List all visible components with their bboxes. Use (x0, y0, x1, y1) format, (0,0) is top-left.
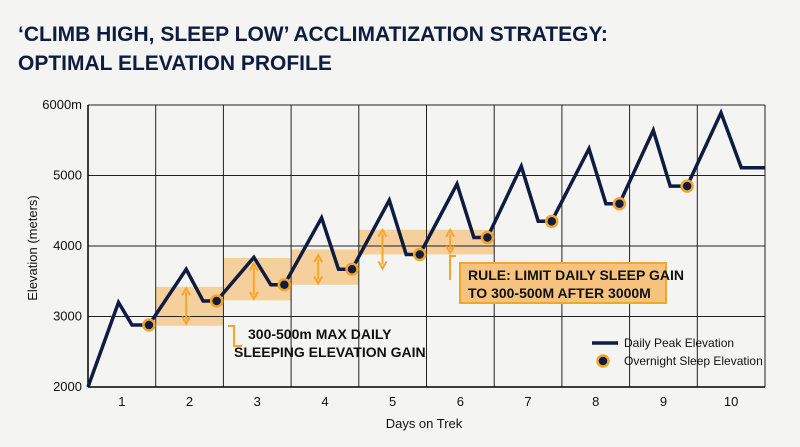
legend-marker-swatch (596, 354, 610, 368)
sleep-marker-7 (544, 214, 559, 229)
y-tick-label-4: 5000 (53, 168, 82, 183)
sleep-marker-4 (345, 262, 359, 277)
gain-arrow-head-up-3 (313, 253, 324, 263)
annotation-sleep-gain-leader (228, 325, 242, 347)
y-tick-label-5: 6000m (42, 97, 82, 112)
x-tick-label-6: 6 (457, 394, 464, 409)
annotation-rule-line-2: TO 300-500M AFTER 3000M (468, 285, 651, 301)
annotation-rule-box (459, 262, 667, 304)
annotation-rule: RULE: LIMIT DAILY SLEEP GAIN TO 300-500M… (449, 255, 684, 304)
x-tick-label-4: 4 (321, 394, 328, 409)
sleep-marker-3 (277, 278, 292, 292)
gain-arrow-head-down-2 (248, 291, 259, 301)
arrow-layer (181, 227, 456, 326)
annotation-sleep-gain: 300-500m MAX DAILY SLEEPING ELEVATION GA… (228, 325, 426, 360)
x-tick-label-1: 1 (118, 394, 125, 409)
x-tick-label-7: 7 (524, 394, 531, 409)
gain-arrow-head-up-1 (181, 286, 192, 296)
x-axis-label: Days on Trek (386, 416, 463, 431)
x-tick-label-3: 3 (254, 394, 261, 409)
y-axis-label: Elevation (meters) (25, 195, 40, 300)
chart-title-line-1: ‘CLIMB HIGH, SLEEP LOW’ ACCLIMATIZATION … (18, 23, 608, 46)
sleep-marker-6 (480, 230, 495, 245)
gain-arrow-head-up-5 (445, 227, 456, 238)
sleep-marker-8 (612, 196, 627, 211)
x-tick-label-5: 5 (389, 394, 396, 409)
gain-arrow-head-up-2 (248, 261, 259, 272)
gain-arrow-head-up-4 (377, 227, 388, 238)
gain-arrow-head-down-3 (313, 275, 324, 286)
legend-label-peak: Daily Peak Elevation (624, 336, 734, 350)
tick-layer: 2000 3000 4000 5000 6000m 1 2 3 4 5 6 7 8 9 10 (42, 97, 738, 409)
annotation-sleep-gain-line-1: 300-500m MAX DAILY (248, 326, 392, 342)
annotation-sleep-gain-line-2: SLEEPING ELEVATION GAIN (234, 344, 426, 360)
gain-arrow-head-down-5 (445, 245, 456, 256)
annotation-rule-line-1: RULE: LIMIT DAILY SLEEP GAIN (468, 267, 684, 283)
sleep-marker-1 (142, 318, 156, 332)
legend: Daily Peak Elevation Overnight Sleep Ele… (592, 336, 763, 368)
x-tick-label-9: 9 (660, 394, 667, 409)
band-layer (155, 229, 495, 326)
sleep-marker-2 (209, 294, 224, 308)
annotation-rule-leader (449, 255, 456, 280)
chart-title-line-2: OPTIMAL ELEVATION PROFILE (18, 52, 332, 75)
x-tick-label-8: 8 (592, 394, 599, 409)
y-tick-label-2: 3000 (53, 309, 82, 324)
sleep-marker-9 (680, 179, 694, 193)
x-tick-label-2: 2 (186, 394, 193, 409)
series-layer (86, 108, 765, 388)
y-tick-label-3: 4000 (53, 238, 82, 253)
gain-arrow-head-down-1 (181, 316, 192, 326)
legend-label-sleep: Overnight Sleep Elevation (624, 354, 763, 368)
gain-arrow-head-down-4 (377, 261, 388, 271)
x-tick-label-10: 10 (724, 394, 738, 409)
sleep-marker-5 (412, 247, 427, 262)
y-tick-label-1: 2000 (53, 379, 82, 394)
grid-layer (87, 104, 766, 388)
